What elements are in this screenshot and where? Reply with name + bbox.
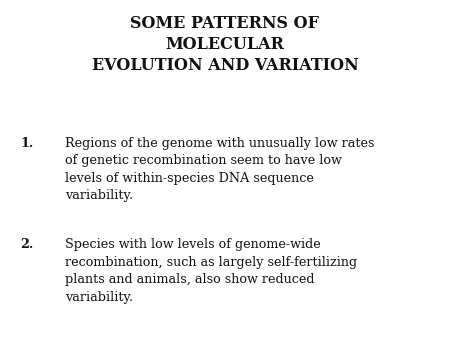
Text: Regions of the genome with unusually low rates
of genetic recombination seem to : Regions of the genome with unusually low…: [65, 137, 375, 202]
Text: Species with low levels of genome-wide
recombination, such as largely self-ferti: Species with low levels of genome-wide r…: [65, 238, 357, 304]
Text: SOME PATTERNS OF
MOLECULAR
EVOLUTION AND VARIATION: SOME PATTERNS OF MOLECULAR EVOLUTION AND…: [92, 15, 358, 74]
Text: 2.: 2.: [21, 238, 34, 251]
Text: 1.: 1.: [21, 137, 34, 150]
